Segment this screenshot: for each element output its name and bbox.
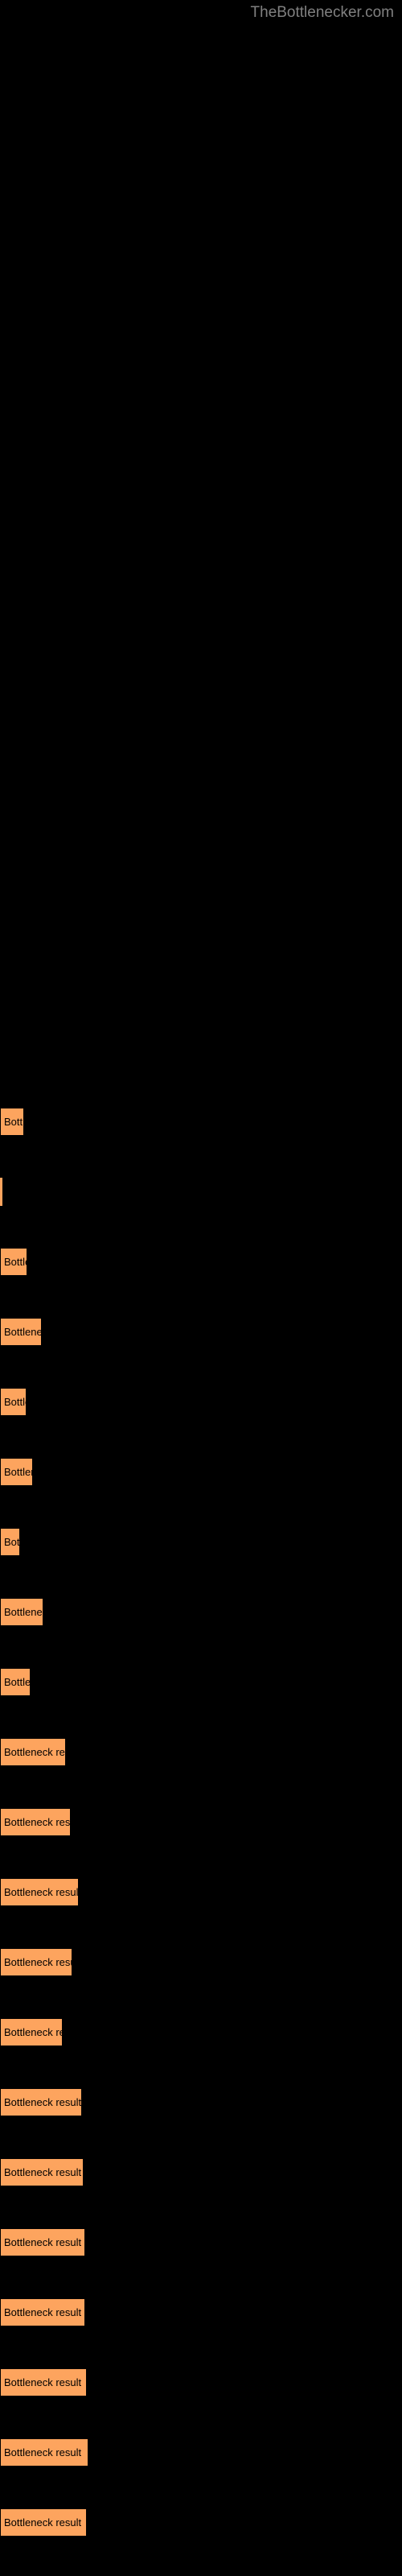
- bar-row: Bott: [0, 1087, 402, 1157]
- chart-bar: [0, 1178, 2, 1206]
- bar-row: Bottlen: [0, 1437, 402, 1507]
- chart-bar: Bottleneck result: [0, 2368, 87, 2396]
- bar-row: Bottleneck res: [0, 1717, 402, 1787]
- bar-chart: Bott Bottle Bottlened Bottle Bottlen Bot Bottl…: [0, 0, 402, 2557]
- chart-bar: Bottleneck result: [0, 2438, 88, 2467]
- bar-row: Bottleneck result: [0, 1857, 402, 1927]
- chart-bar: Bottleneck resu: [0, 1948, 72, 1976]
- chart-bar: Bottlen: [0, 1458, 33, 1486]
- chart-bar: Bottleneck re: [0, 2018, 63, 2046]
- bar-row: Bottleneck resu: [0, 1787, 402, 1857]
- chart-bar: Bott: [0, 1108, 24, 1136]
- bar-row: [0, 1157, 402, 1227]
- bar-row: Bottleneck re: [0, 1997, 402, 2067]
- bar-row: Bottleneck result: [0, 2417, 402, 2487]
- bar-row: Bottleneck resu: [0, 1927, 402, 1997]
- chart-bar: Bottle: [0, 1248, 27, 1276]
- chart-bar: Bottleneck result: [0, 2088, 82, 2116]
- chart-bar: Bottlened: [0, 1598, 43, 1626]
- chart-bar: Bottleneck result: [0, 2298, 85, 2326]
- bar-row: Bottle: [0, 1367, 402, 1437]
- chart-bar: Bottleneck result: [0, 2228, 85, 2256]
- bar-row: Bottleneck result: [0, 2277, 402, 2347]
- bar-row: Bottleneck result: [0, 2067, 402, 2137]
- bar-row: Bottlened: [0, 1577, 402, 1647]
- bar-row: Bottleneck result: [0, 2207, 402, 2277]
- chart-bar: Bottleneck res: [0, 1738, 66, 1766]
- chart-bar: Bottleneck result: [0, 2158, 84, 2186]
- bar-row: Bottleneck result: [0, 2137, 402, 2207]
- bar-row: Bot: [0, 1507, 402, 1577]
- bar-row: Bottlened: [0, 1297, 402, 1367]
- bar-row: Bottlen: [0, 1647, 402, 1717]
- chart-bar: Bottlened: [0, 1318, 42, 1346]
- chart-bar: Bottleneck resu: [0, 1808, 71, 1836]
- bar-row: Bottle: [0, 1227, 402, 1297]
- chart-bar: Bottleneck result: [0, 1878, 79, 1906]
- bar-row: Bottleneck result: [0, 2487, 402, 2557]
- bar-row: Bottleneck result: [0, 2347, 402, 2417]
- chart-bar: Bottlen: [0, 1668, 31, 1696]
- chart-bar: Bottle: [0, 1388, 27, 1416]
- chart-bar: Bottleneck result: [0, 2508, 87, 2537]
- chart-bar: Bot: [0, 1528, 20, 1556]
